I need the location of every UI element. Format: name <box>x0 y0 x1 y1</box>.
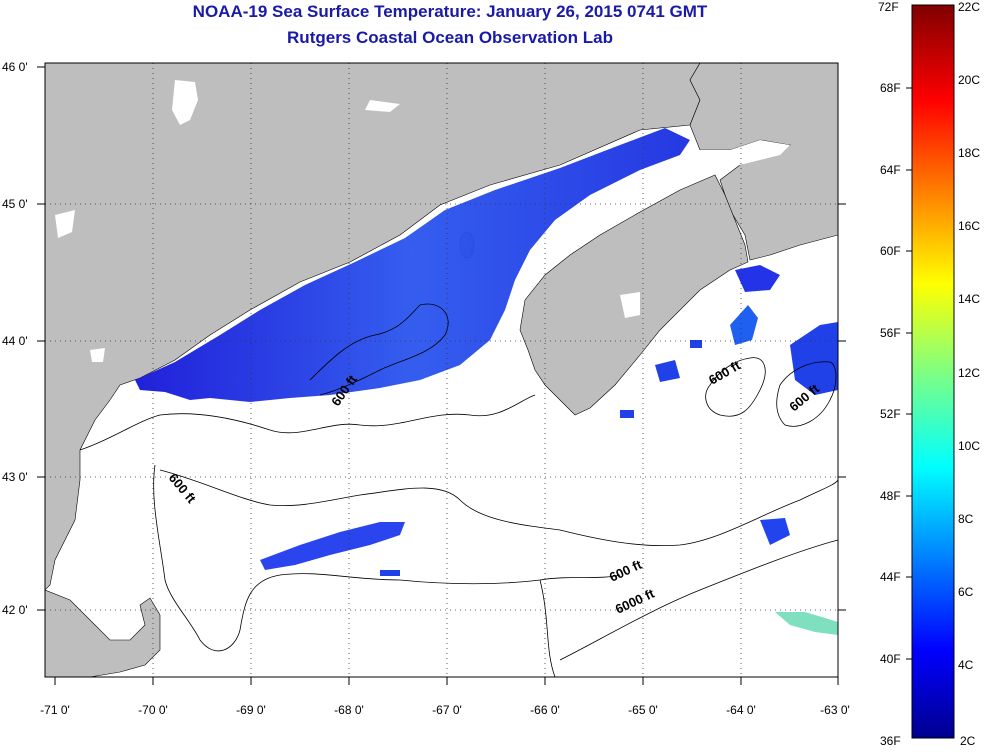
graticule <box>45 63 838 677</box>
colorbar-c-label: 14C <box>958 292 981 306</box>
colorbar-f-label: 56F <box>880 326 901 340</box>
contour-lines <box>79 303 838 677</box>
colorbar-f-label: 64F <box>880 163 901 177</box>
sst-patch <box>790 322 838 395</box>
land-cape-cod <box>45 589 161 677</box>
lon-tick-label: -71 0' <box>40 703 70 717</box>
cloud-patch <box>365 100 400 112</box>
sst-patch <box>380 570 400 576</box>
land-maine-new-hampshire <box>45 63 701 591</box>
plot-frame <box>44 62 839 678</box>
colorbar-f-label: 72F <box>878 0 899 14</box>
sst-patch <box>690 340 702 348</box>
lon-tick-label: -67 0' <box>432 703 462 717</box>
lat-tick-label: 45 0' <box>2 197 28 211</box>
axis-ticks <box>37 66 846 685</box>
colorbar-c-label: 16C <box>958 219 981 233</box>
colorbar-f-label: 40F <box>880 652 901 666</box>
colorbar-c-label: 10C <box>958 439 981 453</box>
colorbar-f-label: 48F <box>880 489 901 503</box>
sst-band-gulf-of-maine <box>135 128 690 402</box>
colorbar-f-label: 60F <box>880 244 901 258</box>
colorbar-f-label: 52F <box>880 407 901 421</box>
lat-tick-label: 43 0' <box>2 470 28 484</box>
colorbar-ticks <box>906 87 912 660</box>
lon-tick-label: -70 0' <box>138 703 168 717</box>
sst-patch <box>260 522 405 570</box>
sst-patch <box>735 265 780 292</box>
colorbar-f-label: 68F <box>880 81 901 95</box>
lon-tick-label: -65 0' <box>628 703 658 717</box>
temperature-colorbar <box>911 4 955 739</box>
map-title: NOAA-19 Sea Surface Temperature: January… <box>192 2 708 21</box>
cloud-patch <box>55 210 75 238</box>
colorbar-c-label: 6C <box>958 585 974 599</box>
map-subtitle: Rutgers Coastal Ocean Observation Lab <box>287 28 613 47</box>
sst-patch-warm <box>775 612 838 635</box>
colorbar-c-label: 4C <box>958 658 974 672</box>
lon-tick-label: -64 0' <box>726 703 756 717</box>
lat-tick-label: 42 0' <box>2 603 28 617</box>
colorbar-f-label: 36F <box>880 734 901 748</box>
lat-tick-label: 46 0' <box>2 60 28 74</box>
sst-patch <box>760 518 790 545</box>
colorbar-c-label: 8C <box>958 512 974 526</box>
lon-tick-label: -63 0' <box>820 703 850 717</box>
colorbar-c-label: 22C <box>958 0 981 14</box>
cloud-patch <box>700 140 790 170</box>
lon-tick-label: -68 0' <box>334 703 364 717</box>
sst-patch <box>620 410 634 418</box>
cloud-patch <box>620 292 640 318</box>
lon-tick-label: -66 0' <box>530 703 560 717</box>
colorbar-f-label: 44F <box>880 570 901 584</box>
lon-tick-label: -69 0' <box>236 703 266 717</box>
colorbar-c-label: 18C <box>958 146 981 160</box>
cloud-patch <box>172 80 198 125</box>
sst-patch <box>655 360 680 382</box>
lat-tick-label: 44 0' <box>2 334 28 348</box>
colorbar-c-label: 20C <box>958 73 981 87</box>
cloud-patch <box>90 348 105 362</box>
sst-patch <box>730 305 758 345</box>
colorbar-c-label: 12C <box>958 366 981 380</box>
colorbar-c-label: 2C <box>960 734 976 748</box>
